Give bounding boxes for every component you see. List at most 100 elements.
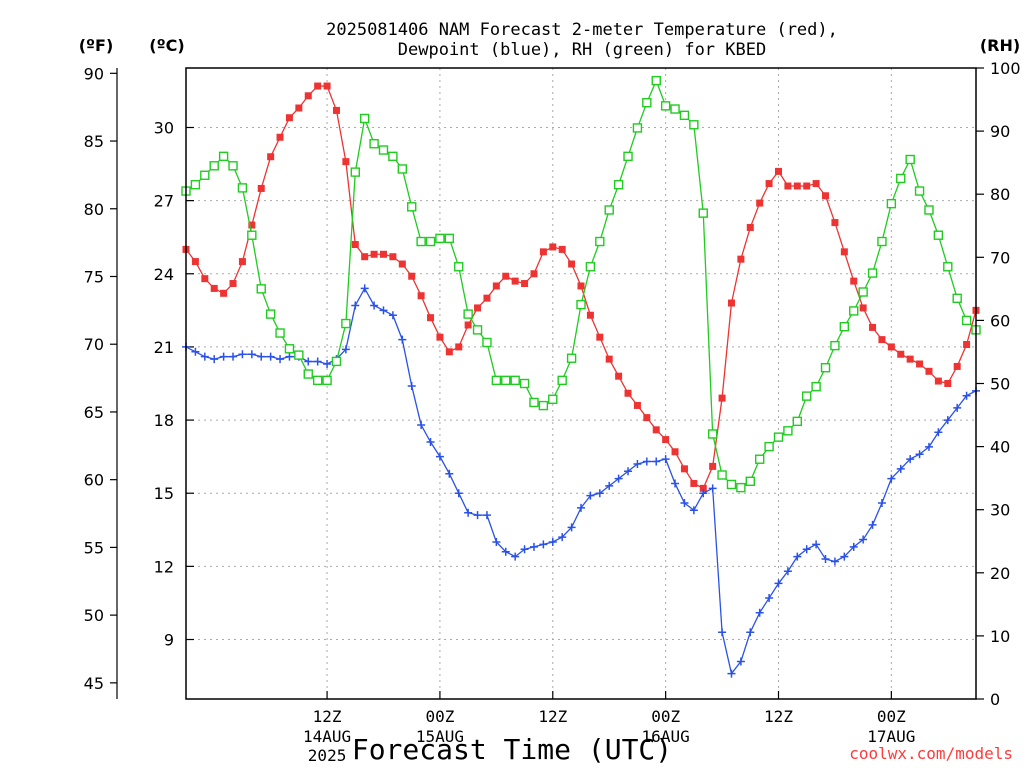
- temperature-point: [633, 401, 641, 409]
- rh-point: [820, 363, 831, 373]
- rh-tick-label: 90: [990, 122, 1010, 141]
- rh-point: [830, 340, 840, 351]
- dewpoint-point: [548, 537, 557, 546]
- temperature-point: [408, 272, 416, 280]
- temperature-point: [427, 314, 435, 322]
- temperature-point: [793, 182, 801, 190]
- dewpoint-point: [567, 523, 576, 532]
- rh-point: [707, 429, 718, 439]
- dewpoint-point: [708, 484, 717, 493]
- rh-point: [670, 104, 680, 114]
- rh-tick-label: 0: [990, 690, 1000, 709]
- rh-point: [961, 315, 972, 326]
- dewpoint-point: [454, 489, 463, 498]
- rh-point: [275, 328, 285, 338]
- fahrenheit-tick-label: 55: [84, 538, 104, 557]
- dewpoint-point: [830, 557, 839, 566]
- dewpoint-series: [182, 284, 980, 678]
- rh-point: [312, 375, 323, 386]
- temperature-point: [662, 436, 670, 444]
- celsius-tick-label: 18: [154, 411, 174, 430]
- x-date-label: 16AUG: [642, 727, 690, 746]
- rh-point: [218, 151, 229, 162]
- temperature-point: [840, 248, 848, 256]
- dewpoint-point: [783, 567, 792, 576]
- rh-point: [933, 230, 944, 240]
- fahrenheit-unit-label: (ºF): [79, 36, 114, 55]
- x-tick-label: 00Z: [425, 707, 454, 726]
- dewpoint-point: [445, 469, 454, 478]
- temperature-point: [351, 241, 359, 249]
- temperature-point: [812, 180, 820, 188]
- rh-point: [501, 375, 511, 386]
- temperature-point: [304, 92, 312, 100]
- rh-point: [839, 322, 850, 332]
- fahrenheit-tick-label: 50: [84, 606, 104, 625]
- dewpoint-point: [520, 545, 529, 554]
- dewpoint-point: [689, 506, 698, 515]
- rh-point: [482, 337, 492, 348]
- rh-point: [378, 145, 389, 155]
- rh-point: [209, 161, 219, 171]
- rh-point: [463, 309, 473, 319]
- temperature-point: [220, 289, 228, 297]
- temperature-point: [201, 275, 209, 283]
- temperature-point: [521, 280, 529, 288]
- dewpoint-point: [577, 503, 585, 512]
- rh-point: [773, 432, 784, 442]
- dewpoint-point: [802, 545, 811, 554]
- dewpoint-point: [774, 579, 783, 588]
- temperature-point: [718, 394, 726, 402]
- temperature-point: [558, 245, 566, 253]
- temperature-point: [210, 284, 218, 292]
- rh-point: [350, 167, 360, 177]
- temperature-point: [389, 253, 397, 261]
- dewpoint-point: [247, 350, 256, 359]
- rh-point: [247, 230, 257, 240]
- rh-tick-label: 50: [990, 375, 1010, 394]
- celsius-tick-label: 9: [164, 631, 174, 650]
- dewpoint-point: [906, 455, 915, 464]
- celsius-tick-label: 15: [154, 484, 174, 503]
- rh-point: [444, 233, 455, 244]
- dewpoint-line: [185, 287, 977, 676]
- temperature-point: [643, 414, 651, 422]
- temperature-point: [577, 282, 585, 290]
- temperature-point: [229, 280, 237, 288]
- rh-point: [905, 154, 915, 165]
- celsius-tick-label: 12: [154, 557, 174, 576]
- dewpoint-point: [313, 357, 322, 366]
- rh-point: [265, 309, 276, 319]
- rh-point: [576, 299, 586, 310]
- rh-point: [754, 454, 765, 464]
- dewpoint-point: [661, 455, 670, 464]
- dewpoint-point: [595, 489, 604, 498]
- temperature-point: [398, 260, 406, 268]
- temperature-point: [238, 258, 246, 266]
- rh-point: [369, 139, 379, 149]
- temperature-point: [502, 272, 510, 280]
- rh-point: [510, 375, 520, 386]
- dewpoint-point: [210, 355, 219, 364]
- rh-point: [849, 306, 859, 316]
- temperature-point: [680, 465, 688, 473]
- rh-tick-label: 80: [990, 185, 1010, 204]
- temperature-point: [361, 253, 369, 261]
- dewpoint-point: [501, 547, 510, 556]
- fahrenheit-tick-label: 60: [84, 471, 104, 490]
- dewpoint-point: [586, 491, 595, 500]
- dewpoint-point: [351, 301, 360, 310]
- x-date-label: 17AUG: [867, 727, 915, 746]
- dewpoint-point: [671, 479, 680, 488]
- rh-tick-label: 20: [990, 564, 1010, 583]
- dewpoint-point: [539, 540, 548, 549]
- dewpoint-point: [285, 352, 294, 361]
- rh-point: [322, 375, 332, 386]
- temperature-point: [897, 350, 905, 358]
- temperature-point: [332, 106, 340, 114]
- temperature-point: [652, 426, 660, 434]
- temperature-point: [492, 282, 500, 290]
- rh-point: [792, 416, 803, 427]
